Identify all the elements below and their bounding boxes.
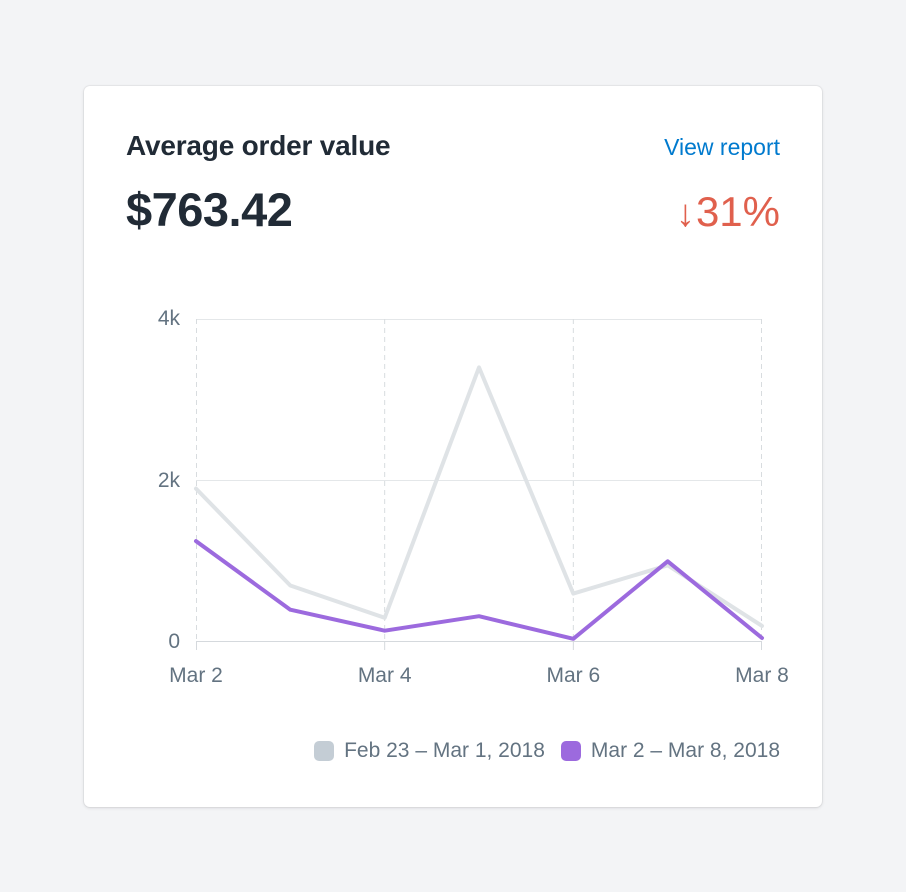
series-line-current-period [194, 539, 764, 641]
legend-swatch [314, 741, 335, 761]
x-axis: Mar 2 Mar 4 Mar 6 Mar 8 [169, 664, 789, 694]
view-report-link[interactable]: View report [664, 134, 780, 160]
legend-item-current-period: Mar 2 – Mar 8, 2018 [560, 739, 780, 763]
line-chart-plot[interactable] [194, 319, 764, 653]
chart-region: 0 2k 4k Mar 2 Mar 4 Mar 6 Mar 8 [84, 307, 822, 719]
y-tick-label: 4k [157, 307, 180, 330]
average-order-value-card: Average order value View report $763.42 … [84, 86, 822, 807]
delta-badge: ↓31% [676, 188, 780, 236]
y-axis: 0 2k 4k [84, 307, 180, 653]
card-title: Average order value [126, 130, 391, 161]
x-tick-label: Mar 2 [169, 664, 223, 687]
delta-value: 31% [695, 188, 780, 235]
legend-swatch [560, 741, 581, 761]
chart-legend: Feb 23 – Mar 1, 2018 Mar 2 – Mar 8, 2018 [314, 739, 780, 763]
x-tick-label: Mar 6 [546, 664, 601, 687]
metric-value: $763.42 [126, 183, 293, 236]
x-tick-label: Mar 8 [735, 664, 789, 687]
legend-item-previous-period: Feb 23 – Mar 1, 2018 [314, 739, 545, 763]
x-tick-label: Mar 4 [357, 664, 412, 687]
card-header: Average order value View report [126, 130, 780, 162]
legend-label: Feb 23 – Mar 1, 2018 [344, 739, 545, 762]
arrow-down-icon: ↓ [675, 193, 695, 235]
metric-row: $763.42 ↓31% [126, 182, 780, 237]
y-tick-label: 0 [168, 630, 180, 653]
legend-label: Mar 2 – Mar 8, 2018 [590, 739, 780, 762]
y-tick-label: 2k [157, 468, 180, 492]
series-line-previous-period [194, 365, 764, 628]
